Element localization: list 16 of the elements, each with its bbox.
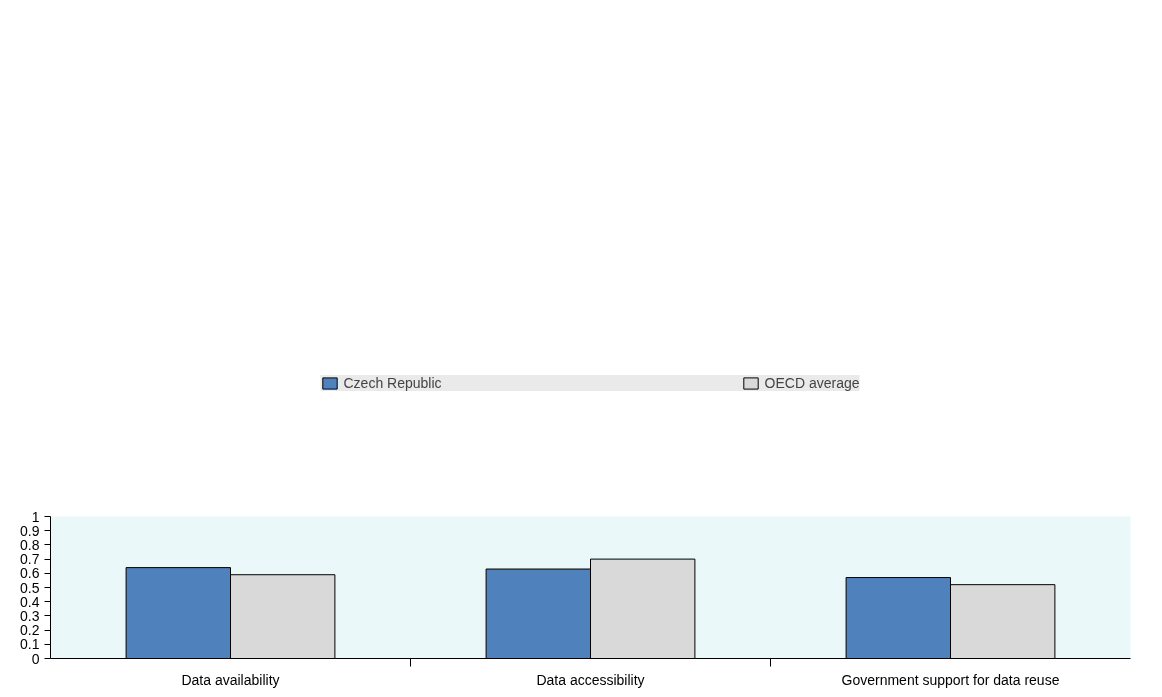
y-tick-label: 0.9 bbox=[20, 522, 40, 539]
y-tick-label: 1 bbox=[31, 508, 40, 525]
y-tick-label: 0.3 bbox=[20, 607, 40, 624]
y-tick-label: 0.5 bbox=[20, 579, 40, 596]
x-tick-label: Data availability bbox=[181, 671, 280, 688]
y-tick-label: 0.6 bbox=[20, 565, 40, 582]
y-tick-label: 0.8 bbox=[20, 536, 40, 553]
y-tick-label: 0.2 bbox=[20, 622, 40, 639]
y-tick-label: 0 bbox=[31, 650, 40, 667]
legend-label: Czech Republic bbox=[343, 375, 442, 391]
y-tick-label: 0.7 bbox=[20, 551, 40, 568]
y-tick-label: 0.1 bbox=[20, 636, 40, 653]
x-tick-label: Government support for data reuse bbox=[841, 671, 1060, 688]
y-tick-label: 0.4 bbox=[20, 593, 40, 610]
x-tick-label: Data accessibility bbox=[536, 671, 645, 688]
legend-label: OECD average bbox=[764, 375, 860, 391]
